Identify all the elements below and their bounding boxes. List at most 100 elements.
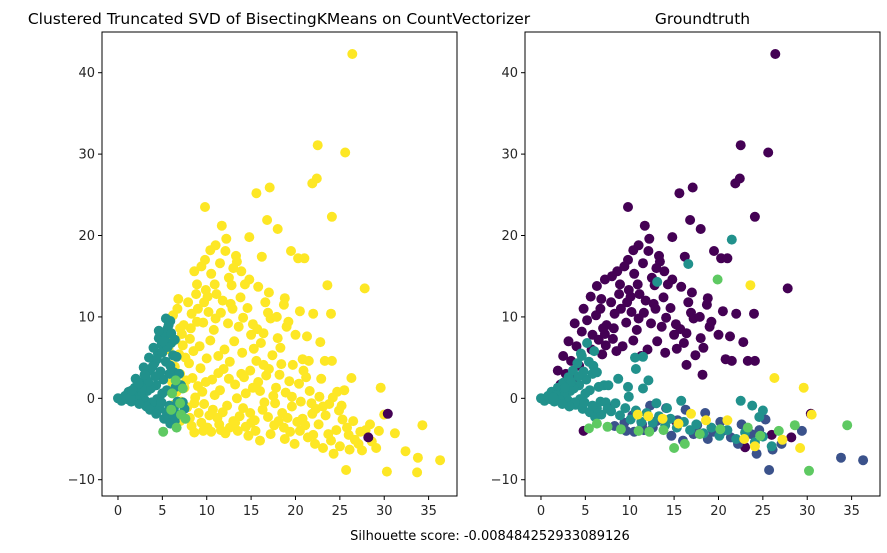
data-point — [363, 432, 374, 443]
data-point — [679, 438, 690, 449]
data-point — [749, 355, 760, 366]
data-point — [312, 140, 323, 151]
data-point — [279, 434, 290, 444]
data-point — [576, 326, 587, 337]
x-tick-label: 5 — [158, 504, 166, 519]
data-point — [673, 418, 684, 429]
data-point — [598, 323, 609, 334]
data-point — [201, 353, 212, 364]
data-point — [290, 329, 301, 340]
data-point — [651, 263, 662, 274]
data-point — [715, 424, 726, 435]
data-point — [697, 369, 708, 380]
data-point — [591, 418, 602, 429]
data-point — [754, 412, 765, 422]
data-point — [287, 359, 298, 370]
data-point — [167, 388, 178, 399]
data-point — [731, 308, 742, 319]
data-point — [382, 408, 393, 419]
data-point — [610, 398, 621, 409]
data-point — [749, 441, 760, 452]
data-point — [227, 303, 238, 314]
data-point — [615, 424, 626, 435]
data-point — [558, 351, 569, 361]
data-point — [326, 308, 336, 319]
data-point — [582, 315, 593, 326]
y-tick-label: 30 — [78, 148, 95, 163]
data-point — [127, 385, 138, 396]
data-point — [209, 279, 220, 290]
data-point — [265, 429, 276, 440]
data-point — [216, 220, 227, 231]
x-tick-label: 0 — [114, 504, 122, 519]
data-point — [231, 250, 241, 261]
data-point — [726, 355, 737, 366]
data-point — [144, 352, 154, 363]
data-point — [192, 316, 202, 327]
data-point — [738, 337, 749, 348]
data-point — [223, 373, 234, 384]
data-point — [690, 350, 701, 361]
data-point — [275, 342, 286, 353]
data-point — [670, 319, 681, 330]
data-point — [769, 373, 780, 383]
data-point — [304, 386, 315, 396]
x-tick-label: 10 — [621, 504, 638, 519]
data-point — [236, 266, 247, 277]
data-point — [207, 404, 218, 415]
data-point — [681, 328, 692, 339]
chart-title: Groundtruth — [655, 10, 750, 28]
data-point — [389, 428, 400, 439]
data-point — [242, 303, 253, 313]
y-tick-label: 40 — [78, 66, 95, 81]
data-point — [322, 280, 333, 291]
data-point — [669, 443, 680, 453]
data-point — [276, 359, 287, 370]
data-point — [400, 446, 411, 457]
data-point — [170, 375, 181, 386]
data-point — [735, 140, 746, 151]
data-point — [745, 280, 756, 291]
data-point — [755, 430, 766, 441]
data-point — [346, 373, 357, 383]
data-point — [676, 281, 687, 292]
data-point — [665, 413, 676, 424]
data-point — [173, 294, 184, 304]
data-point — [205, 245, 216, 256]
data-point — [412, 452, 423, 463]
data-point — [239, 279, 250, 290]
data-point — [221, 233, 232, 244]
data-point — [193, 408, 204, 418]
data-point — [638, 351, 648, 362]
data-point — [643, 411, 654, 422]
data-point — [798, 382, 809, 393]
data-point — [650, 303, 661, 314]
data-point — [349, 434, 360, 445]
data-point — [559, 382, 570, 393]
data-point — [698, 342, 709, 353]
data-point — [230, 417, 241, 428]
data-point — [632, 279, 643, 290]
data-point — [307, 408, 318, 419]
data-point — [652, 276, 663, 287]
x-tick-label: 5 — [581, 504, 589, 519]
data-point — [717, 306, 728, 317]
data-point — [206, 426, 217, 437]
data-point — [651, 398, 662, 409]
data-point — [197, 386, 208, 397]
data-point — [687, 182, 698, 193]
data-point — [660, 347, 671, 358]
data-point — [180, 413, 191, 424]
data-point — [267, 350, 278, 361]
data-point — [631, 324, 642, 335]
data-point — [251, 188, 262, 199]
data-point — [685, 215, 696, 225]
data-point — [646, 318, 656, 329]
data-point — [661, 312, 672, 323]
data-point — [603, 380, 614, 391]
data-point — [215, 307, 226, 318]
data-point — [331, 425, 342, 436]
data-point — [319, 355, 330, 366]
data-point — [303, 355, 314, 366]
data-point — [260, 297, 271, 308]
